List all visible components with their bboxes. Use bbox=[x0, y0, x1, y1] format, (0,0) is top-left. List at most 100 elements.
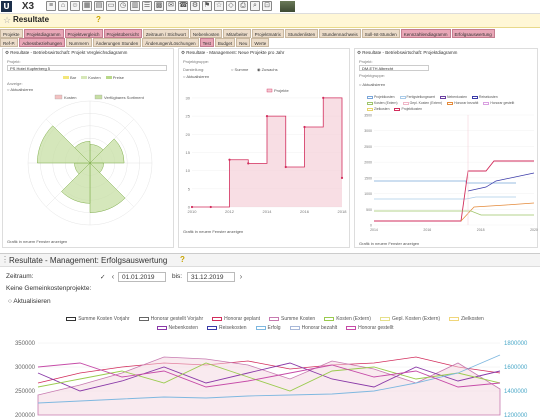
calendar-icon[interactable]: ▦ bbox=[82, 1, 92, 11]
project-diagram-chart: 0 500 1000 1500 2000 2500 3000 3500 2014 2016 2018… bbox=[364, 114, 538, 233]
legend: Bar Kosten Preise bbox=[63, 75, 124, 80]
y-tick-left: 300000 bbox=[15, 365, 36, 371]
tab-tabs_row1-3[interactable]: Projektübersicht bbox=[103, 29, 142, 38]
legend-item[interactable]: Honorar gestellt Vorjahr bbox=[138, 316, 203, 322]
mail-icon[interactable]: ✉ bbox=[166, 1, 176, 11]
tab-row-1: Projekte Projektdiagramm Projektvergleich P… bbox=[0, 29, 540, 38]
tab-tabs_row2-1[interactable]: Adressbeziehungen bbox=[19, 38, 65, 47]
legend-item: Kosten (Extern) bbox=[367, 101, 398, 105]
settings-icon[interactable]: ⚙ bbox=[190, 1, 200, 11]
clock-icon[interactable]: ◷ bbox=[118, 1, 128, 11]
legend-item: Honorar gestellt bbox=[483, 101, 514, 105]
tab-tabs_row2-0[interactable]: Ref-P. bbox=[0, 38, 19, 47]
series-honorar-geplant bbox=[37, 356, 501, 384]
tab-tabs_row2-2[interactable]: Nummern bbox=[65, 38, 92, 47]
page-title: Resultate bbox=[13, 15, 50, 24]
option-summe[interactable]: ○ Summe bbox=[231, 67, 249, 72]
zeitraum-label: Zeitraum: bbox=[6, 273, 34, 280]
legend-item[interactable]: Honorar gestellt bbox=[346, 325, 393, 331]
legend-item[interactable]: Summe Kosten Vorjahr bbox=[66, 316, 130, 322]
tab-tabs_row1-8[interactable]: Stundenlisten bbox=[284, 29, 319, 38]
help-icon[interactable]: ? bbox=[180, 255, 185, 264]
legend-item[interactable]: Zielkosten bbox=[449, 316, 484, 322]
phone-icon[interactable]: ☎ bbox=[178, 1, 188, 11]
app-logo-text[interactable]: X3 bbox=[21, 1, 35, 12]
date-from-input[interactable]: 01.01.2019 bbox=[118, 272, 166, 282]
tab-tabs_row2-8[interactable]: Werte bbox=[251, 38, 270, 47]
x-tick-label: 2018 bbox=[338, 209, 348, 214]
tab-tabs_row2-3[interactable]: Änderungen Stunden bbox=[92, 38, 142, 47]
data-point bbox=[303, 125, 306, 129]
polar-legend: Kosten Verfügbares Sortiment bbox=[54, 94, 145, 100]
y-tick-label: 20 bbox=[186, 132, 191, 137]
legend-item[interactable]: Gepl. Kosten (Extern) bbox=[379, 316, 440, 322]
series-nebenkosten bbox=[37, 362, 501, 392]
chart-icon[interactable]: ▥ bbox=[130, 1, 140, 11]
tab-tabs_row1-10[interactable]: Soll-Ist-Stunden bbox=[361, 29, 400, 38]
next-arrow-icon[interactable]: › bbox=[239, 272, 243, 281]
open-in-window-link[interactable]: Grafik in neuem Fenster anzeigen bbox=[7, 239, 68, 244]
tab-tabs_row2-5[interactable]: Test bbox=[199, 38, 214, 47]
option-zuwachs[interactable]: ◉ Zuwachs bbox=[257, 67, 278, 72]
favorite-star-icon[interactable]: ☆ bbox=[3, 15, 12, 25]
tab-tabs_row1-1[interactable]: Projektdiagramm bbox=[23, 29, 64, 38]
tab-tabs_row1-12[interactable]: Erfolgsauswertung bbox=[451, 29, 495, 38]
legend-item[interactable]: Erfolg bbox=[255, 325, 281, 331]
grid-icon[interactable]: ▩ bbox=[154, 1, 164, 11]
tab-tabs_row1-9[interactable]: Stundennachweis bbox=[319, 29, 361, 38]
search-icon[interactable]: ⌕ bbox=[250, 1, 260, 11]
person-icon[interactable]: ☺ bbox=[70, 1, 80, 11]
avatar[interactable] bbox=[280, 1, 295, 12]
menu-icon[interactable]: ≡ bbox=[46, 1, 56, 11]
series-line bbox=[460, 202, 535, 222]
prev-arrow-icon[interactable]: ‹ bbox=[111, 272, 115, 281]
y-tick-label: 10 bbox=[186, 168, 191, 173]
project-select[interactable]: PS Hotel Kupferberg 5 bbox=[7, 65, 167, 71]
bottom-title: Resultate - Management: Erfolgsauswertun… bbox=[9, 256, 168, 265]
star-icon[interactable]: ☆ bbox=[214, 1, 224, 11]
help-icon[interactable]: ? bbox=[96, 15, 101, 24]
legend-item[interactable]: Nebenkosten bbox=[156, 325, 198, 331]
refresh-button[interactable]: ○ Aktualisieren bbox=[7, 87, 34, 92]
flag-icon[interactable]: ⚑ bbox=[202, 1, 212, 11]
menu-icon[interactable]: ⋮ bbox=[1, 255, 9, 264]
refresh-button[interactable]: ○ Aktualisieren bbox=[8, 298, 51, 305]
y-tick-label: 500 bbox=[366, 208, 372, 212]
tab-tabs_row2-4[interactable]: Änderungen/Löschungen bbox=[142, 38, 199, 47]
legend-item[interactable]: Kosten (Extern) bbox=[324, 316, 371, 322]
legend-item[interactable]: Reisekosten bbox=[207, 325, 247, 331]
date-to-input[interactable]: 31.12.2019 bbox=[187, 272, 235, 282]
folder-icon[interactable]: ▭ bbox=[106, 1, 116, 11]
print-icon[interactable]: ⎙ bbox=[238, 1, 248, 11]
tab-tabs_row2-7[interactable]: Neu bbox=[236, 38, 251, 47]
data-point bbox=[265, 114, 269, 118]
tab-tabs_row1-7[interactable]: Projektmatrix bbox=[251, 29, 284, 38]
refresh-button[interactable]: ○ Aktualisieren bbox=[183, 74, 210, 79]
tab-tabs_row1-6[interactable]: Mitarbeiter bbox=[223, 29, 251, 38]
open-in-window-link[interactable]: Grafik in neuem Fenster anzeigen bbox=[183, 229, 244, 234]
legend-item[interactable]: Honorar bezahlt bbox=[289, 325, 337, 331]
tab-tabs_row2-6[interactable]: Budget bbox=[214, 38, 236, 47]
tab-tabs_row1-2[interactable]: Projektvergleich bbox=[64, 29, 103, 38]
list-icon[interactable]: ☰ bbox=[142, 1, 152, 11]
legend-item: Kosten bbox=[81, 75, 101, 80]
date-from-checkbox[interactable]: ✓ bbox=[100, 274, 106, 281]
tab-tabs_row1-5[interactable]: Nebenkosten bbox=[189, 29, 223, 38]
refresh-button[interactable]: ○ Aktualisieren bbox=[359, 82, 386, 87]
data-point bbox=[322, 96, 325, 100]
tab-tabs_row1-11[interactable]: Kennzahlendiagramm bbox=[400, 29, 451, 38]
app-logo-icon[interactable]: U bbox=[1, 1, 12, 12]
tab-tabs_row1-4[interactable]: Zeitraum / Stichwort bbox=[142, 29, 189, 38]
home-icon[interactable]: ⌂ bbox=[58, 1, 68, 11]
projektgruppe-label: Projektgruppe: bbox=[359, 73, 386, 78]
legend-item[interactable]: Honorar geplant bbox=[212, 316, 260, 322]
lock-icon[interactable]: ⊡ bbox=[262, 1, 272, 11]
open-in-window-link[interactable]: Grafik in neuem Fenster anzeigen bbox=[359, 241, 420, 246]
legend-item[interactable]: Summe Kosten bbox=[269, 316, 315, 322]
project-select[interactable]: DM-ETH Albrecht bbox=[359, 65, 429, 71]
legend-item: Projektkosten bbox=[367, 95, 395, 99]
erfolg-chart: 350000 300000 250000 200000 1800000 1600000 14… bbox=[15, 341, 528, 419]
tag-icon[interactable]: ◇ bbox=[226, 1, 236, 11]
document-icon[interactable]: ▤ bbox=[94, 1, 104, 11]
tab-tabs_row1-0[interactable]: Projekte bbox=[0, 29, 23, 38]
